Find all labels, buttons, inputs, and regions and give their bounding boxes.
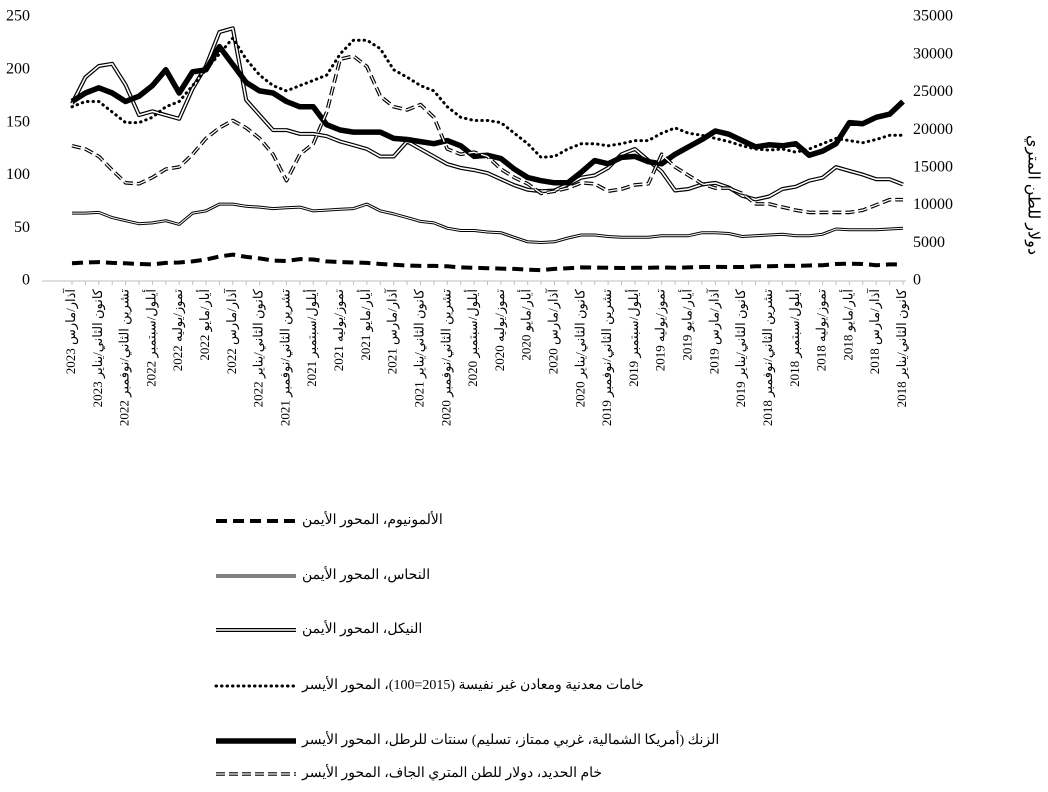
y2-tick-label: 20000 xyxy=(913,121,953,138)
y-tick-label: 150 xyxy=(6,113,30,130)
x-tick-label: تشرين الثاني/نوفمبر 2019 xyxy=(599,289,615,426)
x-tick-label: آذار/مارس 2020 xyxy=(545,288,562,375)
y2-tick-label: 5000 xyxy=(913,234,945,251)
y2-tick-label: 0 xyxy=(913,272,921,289)
x-tick-label: آذار/مارس 2018 xyxy=(866,288,883,375)
x-tick-label: تموز/يوليه 2018 xyxy=(814,289,830,372)
x-tick-label: كانون الثاني/يناير 2022 xyxy=(251,288,267,407)
x-tick-label: آذار/مارس 2021 xyxy=(384,288,401,375)
series-line-inner xyxy=(71,55,903,214)
x-tick-label: كانون الثاني/يناير 2021 xyxy=(411,288,427,407)
series-line-inner xyxy=(71,27,904,201)
legend-label: النيكل، المحور الأيمن xyxy=(302,619,422,637)
x-tick-label: تشرين الثاني/نوفمبر 2021 xyxy=(277,289,293,426)
x-tick-label: تشرين الثاني/نوفمبر 2020 xyxy=(438,289,454,426)
x-tick-label: كانون الثاني/يناير 2018 xyxy=(894,288,910,407)
x-tick-label: تشرين الثاني/نوفمبر 2022 xyxy=(117,289,133,426)
legend-label: الزنك (أمريكا الشمالية، غربي ممتاز، تسلي… xyxy=(301,729,719,748)
y2-tick-label: 10000 xyxy=(913,196,953,213)
x-tick-label: تموز/يوليه 2020 xyxy=(492,289,508,372)
y-tick-label: 200 xyxy=(6,60,30,77)
y2-tick-label: 35000 xyxy=(913,8,953,25)
legend-label: الألمونيوم، المحور الأيمن xyxy=(302,510,443,528)
legend-label: النحاس، المحور الأيمن xyxy=(302,565,430,583)
x-tick-label: تشرين الثاني/نوفمبر 2018 xyxy=(760,289,776,426)
x-tick-label: تموز/يوليه 2021 xyxy=(331,289,347,372)
x-tick-label: أيلول/سبتمبر 2022 xyxy=(142,289,159,387)
x-tick-label: كانون الثاني/يناير 2020 xyxy=(572,288,588,407)
x-tick-label: أيلول/سبتمبر 2020 xyxy=(464,289,481,387)
legend-label: خام الحديد، دولار للطن المتري الجاف، الم… xyxy=(301,763,602,781)
y-tick-label: 250 xyxy=(6,8,30,25)
y2-tick-label: 15000 xyxy=(913,159,953,176)
x-tick-label: أيار/مايو 2020 xyxy=(518,289,535,361)
y2-axis-label: دولار للطن المتري xyxy=(1024,135,1041,255)
x-tick-label: أيلول/سبتمبر 2019 xyxy=(625,289,642,387)
x-tick-label: آذار/مارس 2022 xyxy=(223,288,240,375)
x-tick-label: كانون الثاني/يناير 2019 xyxy=(733,288,749,407)
x-tick-label: آذار/مارس 2023 xyxy=(62,288,79,375)
series-line xyxy=(70,36,905,159)
y2-tick-label: 30000 xyxy=(913,45,953,62)
x-tick-label: تموز/يوليه 2022 xyxy=(170,289,186,372)
x-tick-label: أيار/مايو 2018 xyxy=(839,289,856,361)
x-tick-label: أيار/مايو 2019 xyxy=(679,289,696,361)
x-tick-label: آذار/مارس 2019 xyxy=(705,288,722,375)
series-line xyxy=(72,202,904,244)
legend-label: خامات معدنية ومعادن غير نفيسة (2015=100)… xyxy=(301,675,644,693)
x-tick-label: أيلول/سبتمبر 2018 xyxy=(786,289,803,387)
y-tick-label: 50 xyxy=(14,219,30,236)
x-tick-label: أيار/مايو 2021 xyxy=(357,289,374,361)
x-tick-label: أيلول/سبتمبر 2021 xyxy=(303,289,320,387)
y2-tick-label: 25000 xyxy=(913,83,953,100)
x-tick-label: كانون الثاني/يناير 2023 xyxy=(90,288,106,407)
x-tick-label: تموز/يوليه 2019 xyxy=(653,289,669,372)
series-line xyxy=(71,252,903,273)
x-tick-label: أيار/مايو 2022 xyxy=(196,289,213,361)
series-line xyxy=(70,43,905,186)
y-tick-label: 0 xyxy=(22,272,30,289)
series-line-inner xyxy=(72,203,904,243)
y-tick-label: 100 xyxy=(6,166,30,183)
